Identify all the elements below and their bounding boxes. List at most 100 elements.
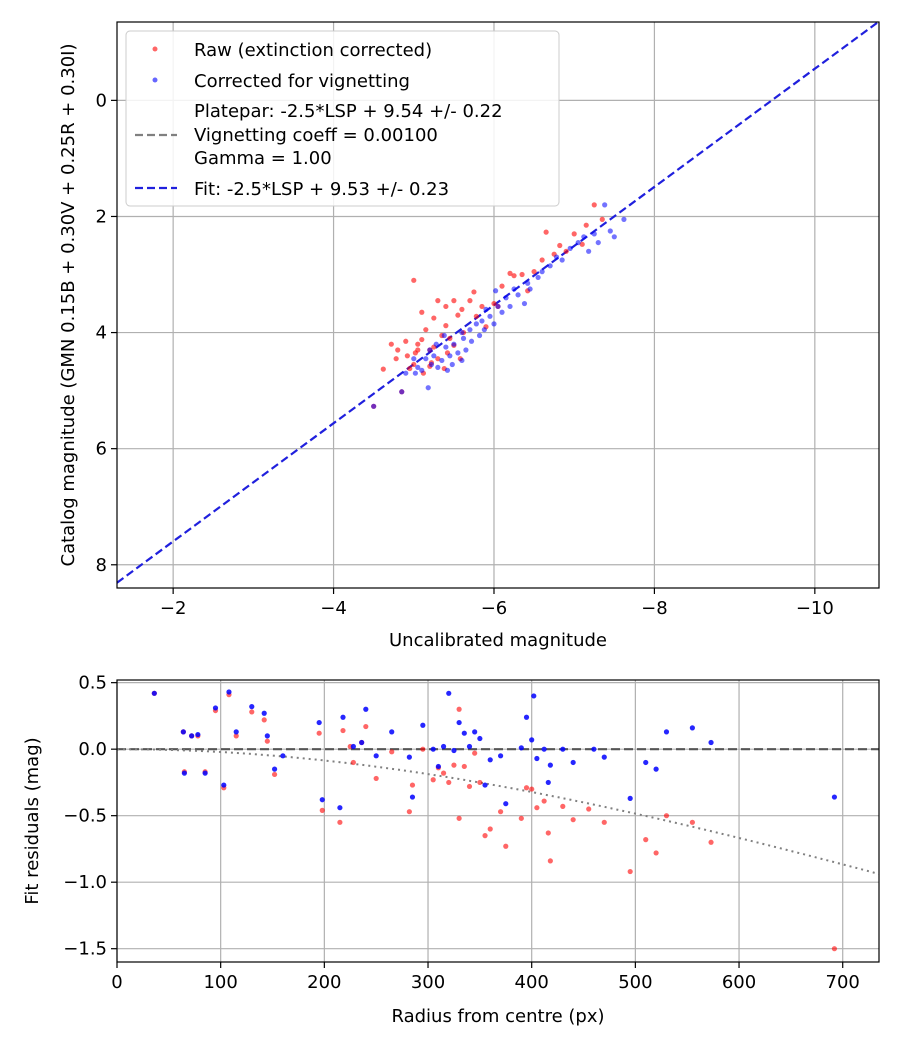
bottom-corrected-point [151,690,157,696]
bottom-raw-point [708,839,714,845]
top-corrected-point [433,341,439,347]
top-corrected-point [492,288,499,294]
bottom-corrected-point [261,710,267,716]
top-raw-point [435,298,441,304]
top-corrected-point [559,257,565,263]
legend-corrected-label: Corrected for vignetting [194,71,410,92]
bottom-corrected-point [271,766,278,772]
bottom-corrected-point [249,704,255,710]
bottom-vignetting-curve [117,748,880,875]
bottom-corrected-point [591,746,597,752]
bottom-corrected-point [472,729,478,735]
top-raw-point [411,277,417,283]
bottom-corrected-point [531,693,537,699]
bottom-x-axis-label: Radius from centre (px) [391,1006,604,1027]
bottom-raw-point [316,730,322,736]
top-raw-point [571,231,577,237]
bottom-raw-point [440,770,447,776]
bottom-raw-point [472,750,478,756]
top-fit-line-layer [116,20,880,584]
bottom-raw-point [350,759,356,766]
top-corrected-point [460,335,467,341]
top-raw-point [519,271,525,278]
bottom-corrected-point [316,719,322,726]
top-corrected-point [511,286,517,292]
top-corrected-point [468,338,475,344]
top-corrected-point [459,357,465,364]
top-corrected-point [427,347,433,353]
bottom-corrected-point [545,779,551,786]
top-corrected-point [447,353,453,359]
top-corrected-point [455,350,461,356]
bottom-corrected-point [689,725,695,731]
top-y-tick-label: 8 [96,555,107,576]
top-corrected-point [567,245,573,251]
bottom-raw-point [249,709,255,715]
bottom-corrected-point [653,766,659,772]
top-corrected-point [499,309,505,315]
top-corrected-point [479,318,485,324]
bottom-corrected-point [409,794,416,800]
top-x-ticks: −2 −4 −6 −8 −10 [160,588,834,619]
bottom-corrected-point [503,801,509,807]
top-raw-point [479,303,485,310]
bottom-corrected-point [663,729,670,735]
top-raw-point [380,366,386,372]
legend-corrected-marker [152,77,158,83]
top-x-tick-label: −4 [320,598,347,619]
top-raw-point [511,273,517,279]
bottom-corrected-point [212,705,219,711]
top-corrected-point [607,228,613,234]
bottom-raw-point [570,817,576,823]
top-raw-point [447,335,453,341]
bottom-corrected-point [627,795,633,801]
bottom-raw-point [373,775,379,782]
top-raw-point [415,341,421,347]
top-y-ticks: 0 2 4 6 8 [96,90,117,576]
bottom-panel: 0 100 200 300 400 500 600 700 0.5 0.0 −0.5 −1.0 −1.… [22,673,880,1027]
top-raw-point [407,365,413,372]
bottom-corrected-points [151,689,838,811]
bottom-raw-point [456,815,462,821]
top-corrected-point [487,313,493,319]
top-corrected-point [428,361,435,368]
top-corrected-point [435,364,441,371]
bottom-raw-point [477,779,483,786]
bottom-corrected-point [195,731,201,738]
top-raw-point [599,216,605,222]
top-raw-point [583,222,589,228]
bottom-x-tick-label: 700 [826,972,860,993]
bottom-corrected-point [529,737,535,743]
top-raw-point [531,269,537,275]
bottom-raw-point [689,819,695,825]
bottom-raw-point [487,826,493,832]
bottom-y-tick-label: −0.5 [63,806,107,827]
top-raw-point [543,229,549,235]
bottom-corrected-point [541,746,547,752]
bottom-y-tick-label: 0.5 [78,673,107,694]
legend: Raw (extinction corrected) Corrected for… [125,30,560,207]
bottom-raw-point [466,783,473,790]
bottom-corrected-point [319,797,325,803]
top-corrected-point [575,239,581,246]
bottom-corrected-point [643,759,649,766]
top-raw-point [435,356,441,362]
top-raw-point [393,356,399,362]
top-corrected-point [473,321,479,327]
bottom-corrected-point [560,746,566,752]
top-corrected-point [444,367,451,373]
bottom-corrected-point [363,706,369,712]
bottom-raw-point [451,762,457,768]
bottom-raw-point [534,805,540,811]
bottom-corrected-point [233,729,239,735]
top-raw-point [403,338,409,344]
bottom-corrected-point [181,770,187,776]
bottom-y-axis-label: Fit residuals (mag) [22,737,43,904]
bottom-raw-point [430,777,436,783]
bottom-corrected-point [518,745,524,751]
bottom-raw-point [233,733,239,739]
top-corrected-point [547,263,553,269]
top-corrected-point [595,239,601,246]
bottom-corrected-point [831,794,838,800]
bottom-corrected-point [202,770,208,776]
